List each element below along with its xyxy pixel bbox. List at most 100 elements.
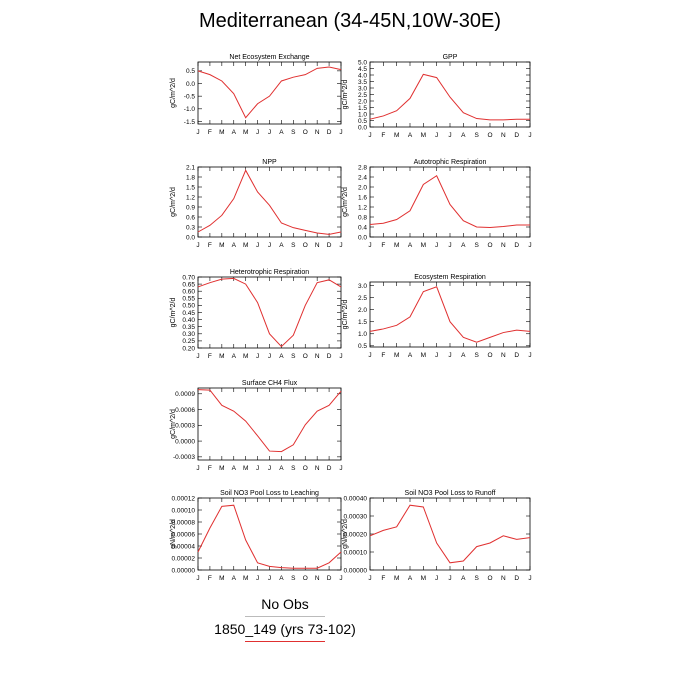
x-tick-label: J [256, 353, 259, 360]
y-tick-label: 0.5 [358, 343, 367, 350]
y-tick-label: 0.5 [186, 68, 195, 75]
series-line [197, 277, 342, 348]
x-tick-label: J [435, 575, 438, 582]
y-tick-label: 0.00010 [344, 549, 368, 556]
x-tick-label: F [208, 129, 212, 136]
x-tick-label: J [256, 465, 259, 472]
x-tick-label: M [219, 575, 224, 582]
y-tick-label: 0.4 [358, 224, 367, 231]
y-tick-label: 0.00040 [344, 495, 368, 502]
y-tick-label: 0.0000 [175, 438, 195, 445]
y-tick-label: 0.35 [182, 324, 195, 331]
chart-panel-9: Soil NO3 Pool Loss to RunoffgN/m^2/d0.00… [342, 490, 532, 582]
y-tick-label: 3.5 [358, 79, 367, 86]
y-tick-label: 0.00006 [172, 531, 196, 538]
x-tick-label: F [381, 575, 385, 582]
x-tick-label: J [196, 575, 199, 582]
x-tick-label: F [208, 575, 212, 582]
x-tick-label: O [303, 465, 308, 472]
y-tick-label: 1.5 [358, 105, 367, 112]
y-tick-label: 0.70 [182, 274, 195, 281]
y-tick-label: 3.0 [358, 283, 367, 290]
x-tick-label: J [256, 242, 259, 249]
x-tick-label: M [421, 352, 426, 359]
x-tick-label: A [408, 132, 413, 139]
y-axis-label: gC/m^2/d [170, 298, 177, 328]
y-tick-label: 0.00012 [172, 495, 196, 502]
x-tick-label: J [256, 129, 259, 136]
chart-title: Soil NO3 Pool Loss to Leaching [220, 490, 319, 497]
x-tick-label: D [514, 132, 519, 139]
x-tick-label: A [232, 465, 237, 472]
y-tick-label: 4.0 [358, 72, 367, 79]
x-tick-label: O [303, 353, 308, 360]
y-tick-label: 0.60 [182, 289, 195, 296]
x-tick-label: J [196, 353, 199, 360]
chart-title: NPP [262, 159, 277, 166]
x-tick-label: S [474, 352, 479, 359]
y-tick-label: 1.0 [358, 111, 367, 118]
y-tick-label: 0.00002 [172, 555, 196, 562]
x-tick-label: M [394, 132, 399, 139]
y-tick-label: 0.6 [186, 214, 195, 221]
y-tick-label: 0.25 [182, 338, 195, 345]
x-tick-label: J [448, 242, 451, 249]
x-tick-label: D [327, 353, 332, 360]
legend-obs-label: No Obs [261, 596, 309, 612]
plot-frame [369, 61, 531, 128]
x-tick-label: O [303, 242, 308, 249]
x-tick-label: J [435, 352, 438, 359]
y-axis-label: gC/m^2/d [342, 300, 349, 330]
y-tick-label: 2.8 [358, 164, 367, 171]
y-tick-label: 0.00008 [172, 519, 196, 526]
x-tick-label: M [394, 352, 399, 359]
x-tick-label: N [315, 353, 320, 360]
chart-panel-4: Autotrophic Respiration gC/m^2/d 0.0 0.4 0.8… [342, 159, 532, 249]
plot-frame [197, 497, 342, 571]
x-tick-label: J [339, 242, 342, 249]
x-tick-label: D [514, 242, 519, 249]
x-tick-label: A [232, 575, 237, 582]
x-tick-label: J [268, 129, 271, 136]
y-tick-label: 0.30 [182, 331, 195, 338]
y-tick-label: 0.45 [182, 310, 195, 317]
legend-case-line [245, 641, 325, 642]
x-tick-label: J [528, 132, 531, 139]
x-tick-label: D [327, 575, 332, 582]
x-tick-label: J [448, 352, 451, 359]
x-tick-label: S [291, 465, 296, 472]
y-tick-label: -0.0003 [173, 454, 195, 461]
x-tick-label: D [327, 129, 332, 136]
x-tick-label: F [381, 242, 385, 249]
y-tick-label: -1.5 [184, 119, 196, 126]
x-tick-label: A [232, 353, 237, 360]
x-tick-label: M [243, 575, 248, 582]
x-tick-label: N [501, 132, 506, 139]
x-tick-label: N [315, 242, 320, 249]
y-tick-label: 0.40 [182, 317, 195, 324]
x-tick-label: S [291, 575, 296, 582]
x-tick-label: A [279, 465, 284, 472]
x-tick-label: S [474, 132, 479, 139]
x-tick-label: A [461, 352, 466, 359]
x-tick-label: D [514, 352, 519, 359]
y-tick-label: 0.5 [358, 118, 367, 125]
y-axis-label: gC/m^2/d [342, 80, 349, 110]
x-tick-label: J [368, 132, 371, 139]
y-tick-label: 0.00004 [172, 543, 196, 550]
x-tick-label: A [408, 352, 413, 359]
plot-frame [197, 61, 342, 125]
chart-title: Autotrophic Respiration [414, 159, 487, 166]
plot-frame [197, 276, 342, 349]
x-tick-label: J [268, 575, 271, 582]
x-tick-label: J [368, 352, 371, 359]
y-tick-label: 0.0006 [175, 407, 195, 414]
x-tick-label: M [243, 465, 248, 472]
x-tick-label: O [487, 132, 492, 139]
y-tick-label: 1.6 [358, 194, 367, 201]
x-tick-label: M [243, 129, 248, 136]
x-tick-label: F [208, 242, 212, 249]
y-axis-label: gN/m^2/d [170, 519, 177, 549]
x-tick-label: A [232, 242, 237, 249]
x-tick-label: M [394, 575, 399, 582]
